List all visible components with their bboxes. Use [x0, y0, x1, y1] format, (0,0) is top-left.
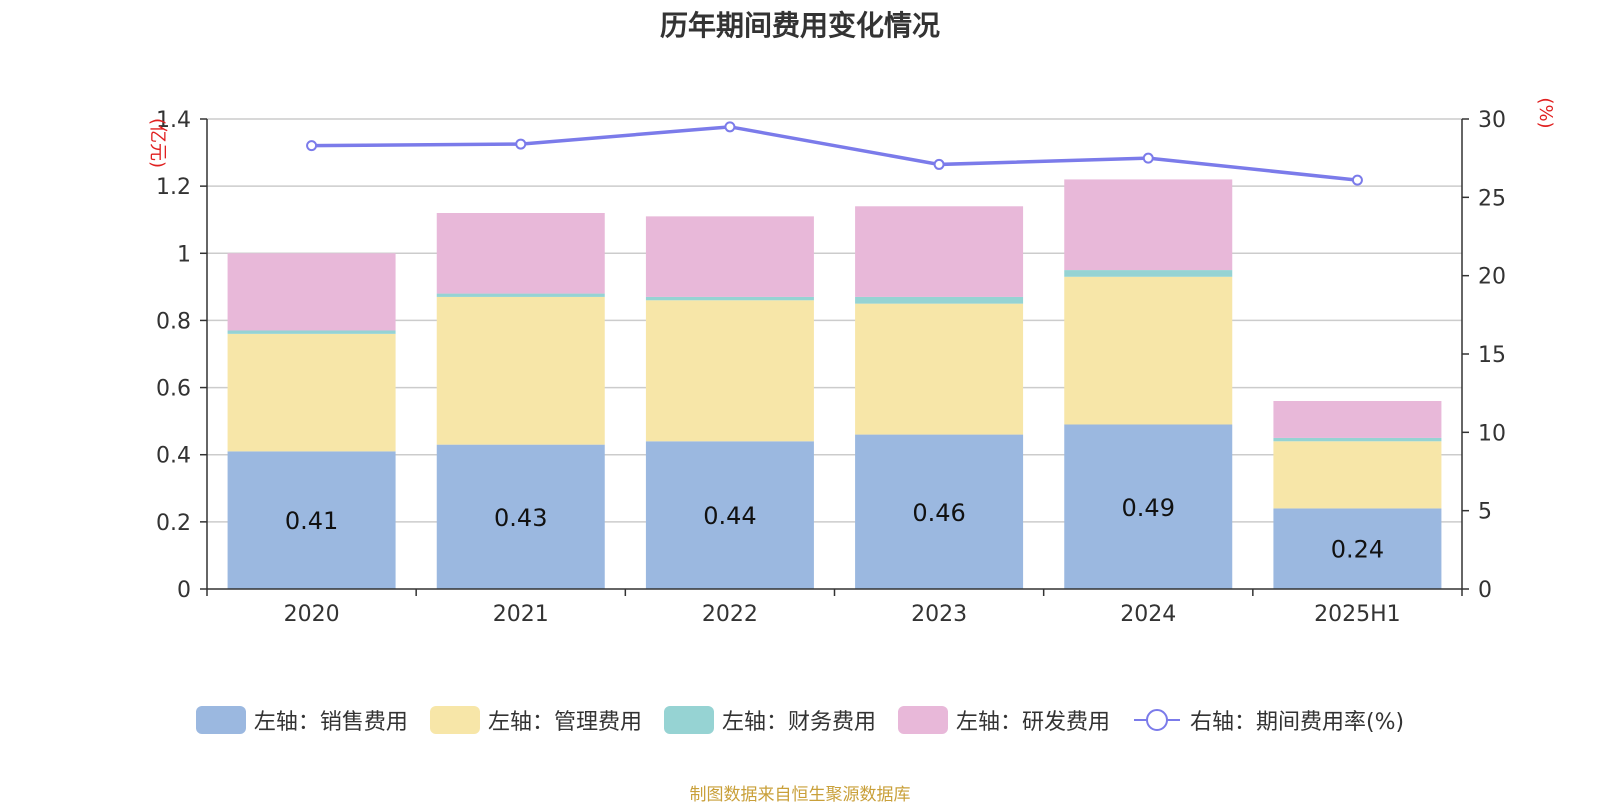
left-tick-label: 1.4	[156, 108, 191, 133]
legend: 左轴：销售费用 左轴：管理费用 左轴：财务费用 左轴：研发费用 右轴：期间费用率(%)	[0, 704, 1600, 736]
bar-data-label: 0.44	[703, 502, 756, 530]
bar-data-label: 0.41	[285, 507, 338, 535]
source-note: 制图数据来自恒生聚源数据库	[689, 785, 911, 805]
legend-label: 左轴：销售费用	[253, 710, 408, 735]
x-tick-label: 2025H1	[1314, 602, 1401, 627]
chart-plot: 0 0.2 0.4 0.6 0.8 1 1.2 1.4 0 5 10 15 20 25 30 2020 2021…	[147, 97, 1556, 627]
grid-lines	[207, 118, 1462, 523]
bar-series	[227, 179, 1442, 589]
rate-line-point	[1142, 152, 1154, 164]
rate-line-point	[306, 140, 318, 152]
right-tick-label: 20	[1478, 265, 1506, 290]
bar-data-label: 0.43	[494, 504, 547, 532]
rate-line-point	[1351, 174, 1363, 186]
bar-segment	[227, 451, 396, 589]
right-tick-label: 5	[1478, 500, 1492, 525]
bar-segment	[855, 303, 1024, 435]
left-tick-label: 0	[177, 578, 191, 603]
right-tick-label: 25	[1478, 186, 1506, 211]
bar-segment	[436, 296, 605, 445]
legend-item[interactable]: 右轴：期间费用率(%)	[1132, 704, 1404, 736]
right-tick-label: 30	[1478, 108, 1506, 133]
legend-item[interactable]: 左轴：管理费用	[429, 704, 642, 736]
x-tick-label: 2023	[911, 602, 967, 627]
bar-segment	[1064, 270, 1233, 277]
legend-item[interactable]: 左轴：研发费用	[897, 704, 1110, 736]
legend-item[interactable]: 左轴：财务费用	[663, 704, 876, 736]
right-tick-label: 15	[1478, 343, 1506, 368]
legend-swatch	[663, 706, 714, 734]
bar-segment	[227, 330, 396, 334]
bar-segment	[1273, 437, 1442, 442]
bar-segment	[645, 216, 814, 297]
bar-data-label: 0.24	[1331, 536, 1384, 564]
bar-segment	[227, 333, 396, 452]
bar-data-label: 0.46	[912, 499, 965, 527]
left-tick-label: 0.4	[156, 444, 191, 469]
bar-segment	[436, 293, 605, 297]
left-tick-label: 0.6	[156, 377, 191, 402]
bar-segment	[1273, 441, 1442, 509]
bar-segment	[855, 434, 1024, 589]
legend-line-marker-icon	[1133, 709, 1180, 731]
bar-segment	[436, 444, 605, 589]
left-tick-label: 1	[177, 242, 191, 267]
bar-segment	[1273, 508, 1442, 589]
legend-label: 左轴：管理费用	[487, 710, 642, 735]
legend-circle	[1145, 709, 1168, 731]
bar-segment	[436, 213, 605, 294]
bar-segment	[645, 296, 814, 301]
right-tick-label: 0	[1478, 578, 1492, 603]
left-tick-label: 0.8	[156, 309, 191, 334]
bar-segment	[855, 296, 1024, 304]
rate-line-path	[311, 125, 1358, 182]
bar-segment	[1064, 424, 1233, 589]
legend-swatch	[195, 706, 246, 734]
left-tick-label: 0.2	[156, 511, 191, 536]
rate-line	[306, 121, 1363, 186]
legend-item[interactable]: 左轴：销售费用	[195, 704, 408, 736]
chart-title: 历年期间费用变化情况	[659, 9, 940, 42]
left-axis-unit: (亿元)	[147, 118, 168, 168]
bar-segment	[1064, 179, 1233, 271]
rate-line-point	[724, 121, 736, 133]
x-tick-label: 2022	[702, 602, 758, 627]
bar-segment	[1064, 276, 1233, 425]
bar-segment	[227, 253, 396, 331]
right-tick-label: 10	[1478, 421, 1506, 446]
legend-label: 右轴：期间费用率(%)	[1189, 710, 1405, 735]
left-tick-label: 1.2	[156, 175, 191, 200]
x-tick-label: 2021	[493, 602, 549, 627]
bar-data-label: 0.49	[1122, 494, 1175, 522]
rate-line-point	[933, 158, 945, 170]
legend-swatch	[897, 706, 948, 734]
legend-swatch	[429, 706, 480, 734]
axes: 0 0.2 0.4 0.6 0.8 1 1.2 1.4 0 5 10 15 20 25 30 2020 2021…	[147, 97, 1556, 627]
x-tick-label: 2024	[1120, 602, 1176, 627]
bar-segment	[645, 300, 814, 442]
legend-label: 左轴：研发费用	[955, 710, 1110, 735]
bar-segment	[1273, 401, 1442, 438]
bar-segment	[645, 441, 814, 589]
rate-line-point	[515, 138, 527, 150]
bar-segment	[855, 206, 1024, 297]
x-tick-label: 2020	[284, 602, 340, 627]
right-axis-unit: (%)	[1535, 97, 1556, 128]
legend-label: 左轴：财务费用	[721, 710, 876, 735]
labels: 0.41 0.43 0.44 0.46 0.49 0.24	[285, 494, 1384, 564]
